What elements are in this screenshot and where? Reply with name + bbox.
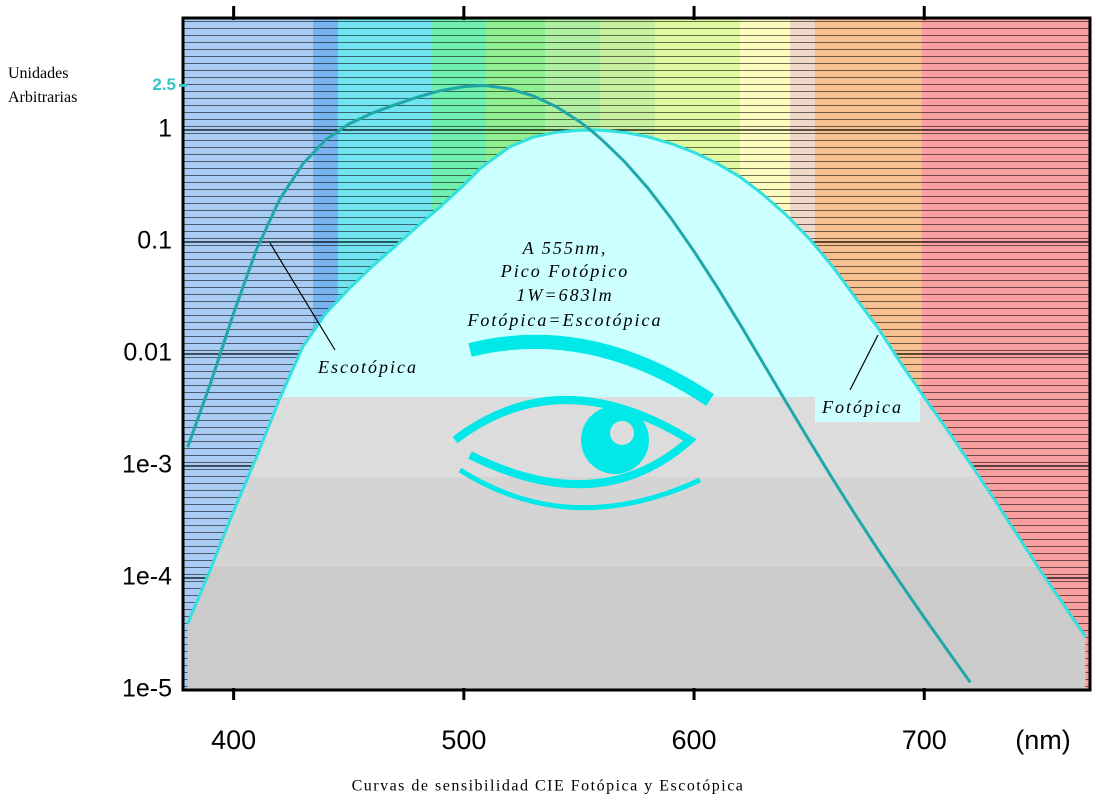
y-tick-label: 1e-4 bbox=[122, 563, 172, 591]
label-box bbox=[312, 354, 447, 382]
axes: 1 0.1 0.01 1e-3 1e-4 1e-5 2.5 400 500 600 700 bbox=[122, 6, 947, 755]
annotation: 1W=683lm bbox=[516, 285, 613, 305]
chart-title: Curvas de sensibilidad CIE Fotópica y Es… bbox=[352, 778, 745, 795]
x-tick-label: 600 bbox=[672, 725, 717, 755]
y-tick-label: 1e-3 bbox=[122, 451, 172, 479]
series-label: Fotópica bbox=[821, 397, 903, 417]
y-tick-label: 0.1 bbox=[137, 227, 172, 255]
y-tick-label: 1e-5 bbox=[122, 675, 172, 703]
label-box bbox=[815, 394, 920, 422]
plot-frame bbox=[181, 16, 1092, 692]
eye-illustration bbox=[452, 334, 714, 511]
leader-line bbox=[849, 334, 879, 391]
x-tick-label: 500 bbox=[441, 725, 486, 755]
y-tick-label: 0.01 bbox=[123, 339, 172, 367]
annotation: A 555nm, bbox=[522, 238, 608, 258]
y-axis-label: Unidades Arbitrarias bbox=[8, 65, 78, 106]
x-axis-label: (nm) bbox=[1015, 725, 1071, 755]
y-tick-label: 1 bbox=[158, 115, 172, 143]
annotation: Pico Fotópico bbox=[500, 261, 629, 281]
annotation: Fotópica=Escotópica bbox=[466, 310, 662, 330]
series-label: Escotópica bbox=[317, 357, 418, 377]
x-tick-label: 700 bbox=[902, 725, 947, 755]
series-line bbox=[186, 128, 1087, 638]
x-tick-label: 400 bbox=[211, 725, 256, 755]
lines bbox=[186, 84, 1087, 684]
leader-line bbox=[269, 242, 336, 351]
series-line bbox=[186, 84, 972, 684]
reference-tick-label: 2.5 bbox=[152, 75, 176, 94]
